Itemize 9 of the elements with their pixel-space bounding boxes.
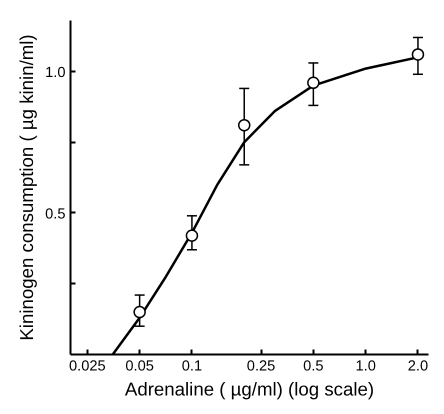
x-tick-label: 0.5 xyxy=(303,358,324,374)
x-tick-label: 0.25 xyxy=(246,358,276,374)
y-axis-title: Kininogen consumption ( µg kinin/ml) xyxy=(16,34,38,341)
x-tick-label: 0.025 xyxy=(69,358,106,374)
x-tick-label: 0.05 xyxy=(125,358,154,374)
x-tick-label: 2.0 xyxy=(408,358,428,374)
x-tick-label: 1.0 xyxy=(355,358,376,374)
x-axis-title: Adrenaline ( µg/ml) (log scale) xyxy=(124,378,374,400)
x-tick-label: 0.1 xyxy=(182,358,202,374)
